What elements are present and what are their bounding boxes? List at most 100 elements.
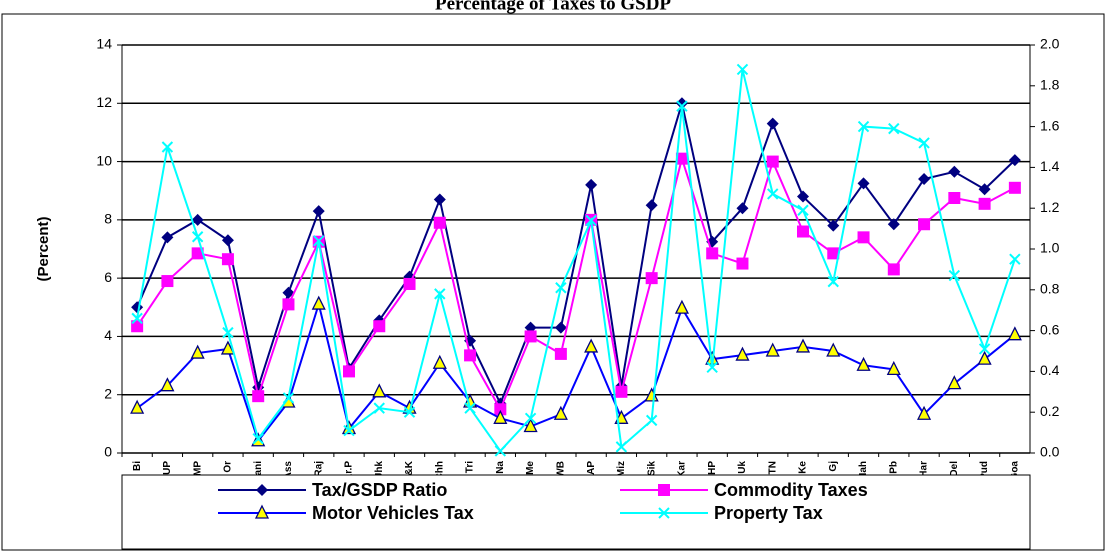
marker	[282, 286, 295, 299]
marker	[948, 165, 961, 178]
y2-tick-label: 1.8	[1040, 77, 1060, 93]
y2-tick-label: 0.8	[1040, 281, 1060, 297]
y-tick-label: 0	[104, 444, 112, 460]
marker	[736, 63, 749, 76]
y2-tick-label: 1.0	[1040, 240, 1060, 256]
marker	[645, 199, 658, 212]
marker	[706, 361, 718, 374]
marker	[584, 338, 599, 353]
marker	[524, 412, 537, 425]
marker	[1008, 154, 1021, 167]
marker	[585, 178, 598, 191]
marker	[555, 282, 567, 294]
marker	[795, 338, 811, 353]
marker	[886, 360, 901, 376]
marker	[1007, 326, 1022, 341]
marker	[222, 326, 234, 339]
x-tick-label: Gj	[828, 461, 839, 472]
marker	[765, 342, 780, 357]
marker	[797, 225, 809, 238]
series-line	[136, 69, 1016, 453]
marker	[1008, 181, 1021, 194]
marker	[978, 197, 991, 210]
marker	[131, 320, 144, 333]
marker	[585, 214, 597, 227]
marker	[252, 390, 265, 403]
x-tick-label: Pud	[979, 461, 990, 480]
marker	[191, 247, 204, 260]
y2-tick-label: 0.4	[1040, 362, 1060, 378]
marker	[675, 97, 688, 110]
marker	[553, 405, 568, 420]
x-tick-label: HP	[707, 461, 718, 475]
marker	[464, 402, 476, 414]
y-tick-label: 4	[104, 327, 112, 343]
marker	[313, 235, 325, 247]
x-tick-label: Na	[495, 461, 506, 474]
x-tick-label: MP	[192, 461, 203, 476]
marker	[220, 340, 235, 355]
marker	[161, 275, 174, 288]
x-tick-label: Uk	[737, 461, 748, 474]
x-tick-label: UP	[162, 461, 173, 475]
marker	[675, 152, 688, 165]
marker	[160, 377, 175, 392]
marker	[433, 216, 446, 229]
marker	[190, 344, 205, 359]
x-tick-label: Me	[525, 461, 536, 475]
marker	[978, 343, 991, 355]
marker	[554, 347, 567, 360]
marker	[948, 269, 961, 282]
x-tick-label: Mah	[858, 461, 869, 481]
marker	[282, 298, 295, 311]
x-tick-label: Ass	[283, 461, 294, 480]
marker	[372, 383, 387, 398]
x-tick-label: Mani	[253, 461, 264, 484]
marker	[161, 141, 174, 153]
marker	[857, 231, 870, 244]
x-tick-label: Or	[223, 461, 234, 473]
x-tick-label: Miz	[616, 461, 627, 477]
marker	[977, 350, 992, 365]
legend-label: Property Tax	[714, 503, 823, 523]
x-tick-label: WB	[556, 461, 567, 478]
marker	[706, 247, 719, 260]
marker	[645, 272, 658, 285]
marker	[736, 257, 749, 270]
x-tick-label: Del	[949, 461, 960, 477]
marker	[131, 312, 143, 325]
x-tick-label: Ke	[798, 461, 809, 474]
x-tick-label: Pb	[888, 461, 899, 474]
x-tick-label: Chh	[434, 461, 445, 480]
y-tick-label: 14	[96, 36, 112, 52]
marker	[918, 137, 930, 149]
y-tick-label: 12	[96, 94, 112, 110]
marker	[857, 177, 870, 190]
marker	[343, 424, 355, 437]
marker	[403, 277, 416, 290]
marker	[658, 507, 670, 519]
marker	[432, 354, 447, 369]
marker	[494, 445, 507, 457]
marker	[433, 193, 446, 206]
marker	[494, 403, 507, 416]
marker	[856, 356, 871, 371]
legend-label: Commodity Taxes	[714, 480, 868, 500]
x-tick-label: Kar	[677, 461, 688, 478]
marker	[857, 120, 870, 133]
marker	[826, 342, 841, 357]
x-tick-label: Ar.P	[344, 461, 355, 481]
y-tick-label: 10	[96, 152, 112, 168]
marker	[676, 100, 688, 112]
marker	[615, 385, 628, 398]
y2-tick-label: 1.4	[1040, 158, 1060, 174]
x-tick-label: Goa	[1010, 461, 1021, 481]
y2-tick-label: 1.2	[1040, 199, 1060, 215]
marker	[735, 346, 750, 361]
marker	[523, 418, 538, 433]
marker	[917, 405, 932, 420]
marker	[191, 213, 204, 226]
x-tick-label: Har	[919, 461, 930, 478]
marker	[191, 231, 204, 243]
marker	[130, 399, 145, 414]
